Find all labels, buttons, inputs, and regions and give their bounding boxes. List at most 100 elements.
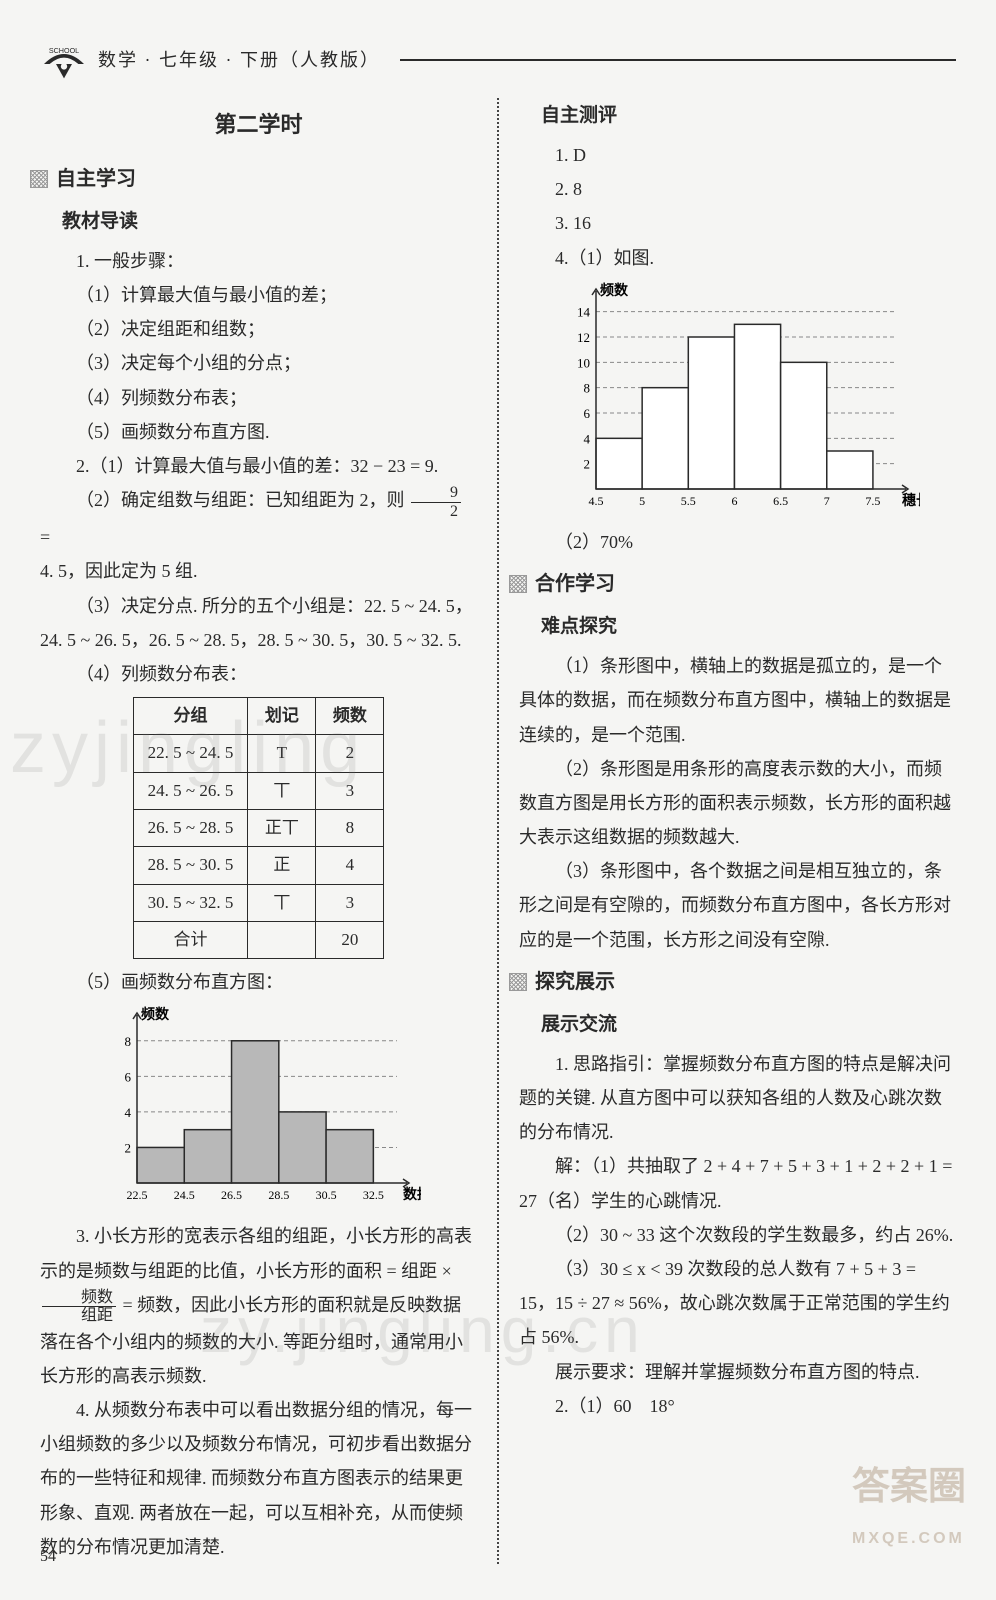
body-text: （3）决定分点. 所分的五个小组是：22. 5 ~ 24. 5，24. 5 ~ … [40, 589, 477, 657]
table-cell: 丅 [248, 884, 316, 921]
body-text: （2）决定组距和组数； [40, 312, 477, 346]
frequency-table: 分组 划记 频数 22. 5 ~ 24. 5T224. 5 ~ 26. 5丅32… [133, 697, 385, 959]
body-text: （5）画频数分布直方图： [40, 965, 477, 999]
svg-text:4: 4 [583, 431, 590, 446]
table-cell [248, 921, 316, 958]
stamp-main: 答案圈 [852, 1466, 966, 1508]
table-cell: 30. 5 ~ 32. 5 [133, 884, 248, 921]
histogram-svg: 24681012144.555.566.577.5频数穗长/cm [556, 281, 920, 519]
table-cell: 22. 5 ~ 24. 5 [133, 735, 248, 772]
subsection-title: 展示交流 [541, 1007, 956, 1043]
table-cell: 3 [316, 772, 384, 809]
body-text: 2. 8 [519, 172, 956, 206]
hatch-icon [509, 575, 527, 593]
body-text: （3）30 ≤ x < 39 次数段的总人数有 7 + 5 + 3 = 15，1… [519, 1252, 956, 1355]
section-inquiry: 探究展示 [509, 963, 956, 1001]
svg-text:10: 10 [577, 355, 590, 370]
body-text: （5）画频数分布直方图. [40, 415, 477, 449]
lesson-title: 第二学时 [40, 104, 477, 146]
body-text: 3. 小长方形的宽表示各组的组距，小长方形的高表示的是频数与组距的比值，小长方形… [40, 1219, 477, 1393]
page-number: 54 [40, 1542, 56, 1572]
histogram-svg: 246822.524.526.528.530.532.5频数数据 [97, 1005, 421, 1213]
text-fragment: 3. 小长方形的宽表示各组的组距，小长方形的高表示的是频数与组距的比值，小长方形… [40, 1226, 472, 1280]
svg-text:6: 6 [731, 494, 737, 508]
svg-text:6: 6 [124, 1070, 131, 1085]
page-root: SCHOOL 数学 · 七年级 · 下册（人教版） 第二学时 自主学习 教材导读… [0, 0, 996, 1584]
body-text: 1. D [519, 138, 956, 172]
section-title: 合作学习 [535, 565, 615, 603]
table-header: 划记 [248, 698, 316, 735]
table-row: 24. 5 ~ 26. 5丅3 [133, 772, 384, 809]
section-cooperation: 合作学习 [509, 565, 956, 603]
svg-text:7.5: 7.5 [865, 494, 880, 508]
table-row: 22. 5 ~ 24. 5T2 [133, 735, 384, 772]
svg-text:4: 4 [124, 1105, 131, 1120]
svg-text:32.5: 32.5 [362, 1188, 383, 1202]
table-header: 频数 [316, 698, 384, 735]
svg-text:频数: 频数 [600, 282, 629, 299]
body-text: 1. 思路指引：掌握频数分布直方图的特点是解决问题的关键. 从直方图中可以获知各… [519, 1047, 956, 1150]
svg-text:8: 8 [124, 1034, 131, 1049]
fraction-denominator: 2 [411, 503, 461, 521]
answer-stamp: 答案圈 MXQE.COM [852, 1451, 966, 1554]
hatch-icon [30, 170, 48, 188]
section-title: 探究展示 [535, 963, 615, 1001]
fraction-numerator: 9 [411, 484, 461, 503]
body-text: （3）条形图中，各个数据之间是相互独立的，条形之间是有空隙的，而频数分布直方图中… [519, 854, 956, 957]
header-title: 数学 · 七年级 · 下册（人教版） [98, 43, 380, 77]
body-text: （1）条形图中，横轴上的数据是孤立的，是一个具体的数据，而在频数分布直方图中，横… [519, 649, 956, 752]
content-columns: 第二学时 自主学习 教材导读 1. 一般步骤： （1）计算最大值与最小值的差； … [40, 98, 956, 1564]
table-cell: 24. 5 ~ 26. 5 [133, 772, 248, 809]
table-cell: 3 [316, 884, 384, 921]
body-text: 3. 16 [519, 206, 956, 240]
svg-text:22.5: 22.5 [126, 1188, 147, 1202]
svg-text:5.5: 5.5 [680, 494, 695, 508]
body-text: 1. 一般步骤： [40, 244, 477, 278]
section-self-study: 自主学习 [30, 160, 477, 198]
svg-text:12: 12 [577, 330, 590, 345]
body-text: 2.（1）60 18° [519, 1389, 956, 1423]
section-title: 自主学习 [56, 160, 136, 198]
svg-text:穗长/cm: 穗长/cm [902, 492, 920, 509]
histogram-1: 246822.524.526.528.530.532.5频数数据 [40, 1005, 477, 1213]
fraction: 9 2 [411, 484, 461, 520]
hatch-icon [509, 973, 527, 991]
right-column: 自主测评 1. D 2. 8 3. 16 4.（1）如图. 2468101214… [499, 98, 956, 1564]
subsection-title: 教材导读 [62, 204, 477, 240]
text-fragment: = [40, 527, 50, 547]
table-row: 合计20 [133, 921, 384, 958]
school-logo-icon: SCHOOL [40, 40, 88, 80]
body-text: 4. 从频数分布表中可以看出数据分组的情况，每一小组频数的多少以及频数分布情况，… [40, 1393, 477, 1564]
body-text: （2）确定组数与组距：已知组距为 2，则 9 2 = [40, 483, 477, 554]
table-row: 28. 5 ~ 30. 5正4 [133, 847, 384, 884]
histogram-2: 24681012144.555.566.577.5频数穗长/cm [519, 281, 956, 519]
table-cell: 28. 5 ~ 30. 5 [133, 847, 248, 884]
table-cell: 20 [316, 921, 384, 958]
table-cell: 正丅 [248, 810, 316, 847]
table-cell: 4 [316, 847, 384, 884]
fraction-denominator: 组距 [42, 1307, 116, 1325]
svg-text:2: 2 [124, 1141, 131, 1156]
left-column: 第二学时 自主学习 教材导读 1. 一般步骤： （1）计算最大值与最小值的差； … [40, 98, 497, 1564]
body-text: 4.（1）如图. [519, 241, 956, 275]
table-cell: 26. 5 ~ 28. 5 [133, 810, 248, 847]
body-text: （2）70% [519, 525, 956, 559]
body-text: （1）计算最大值与最小值的差； [40, 278, 477, 312]
svg-text:4.5: 4.5 [588, 494, 603, 508]
fraction-numerator: 频数 [42, 1289, 116, 1308]
text-fragment: （2）确定组数与组距：已知组距为 2，则 [76, 490, 409, 510]
svg-text:6.5: 6.5 [773, 494, 788, 508]
body-text: （4）列频数分布表； [40, 381, 477, 415]
table-header-row: 分组 划记 频数 [133, 698, 384, 735]
body-text: 展示要求：理解并掌握频数分布直方图的特点. [519, 1355, 956, 1389]
body-text: （3）决定每个小组的分点； [40, 346, 477, 380]
svg-text:30.5: 30.5 [315, 1188, 336, 1202]
header-rule [400, 59, 956, 61]
body-text: （2）条形图是用条形的高度表示数的大小，而频数直方图是用长方形的面积表示频数，长… [519, 752, 956, 855]
svg-text:8: 8 [583, 381, 590, 396]
body-text: 2.（1）计算最大值与最小值的差：32 − 23 = 9. [40, 449, 477, 483]
body-text: （4）列频数分布表： [40, 657, 477, 691]
svg-text:7: 7 [823, 494, 829, 508]
subsection-title: 难点探究 [541, 609, 956, 645]
table-cell: T [248, 735, 316, 772]
